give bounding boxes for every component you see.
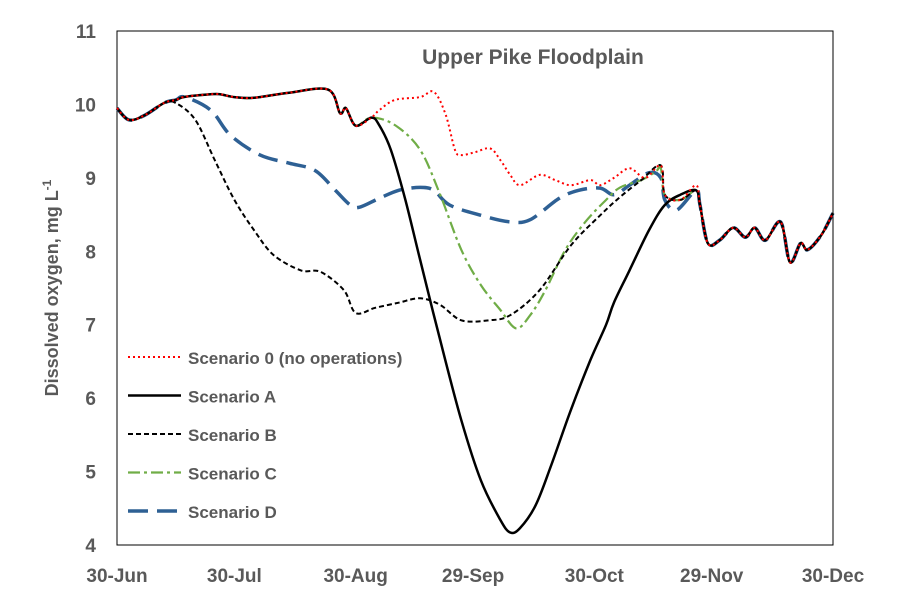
series-lines (115, 87, 835, 535)
y-axis: 4 5 6 7 8 9 10 11 (75, 22, 97, 557)
x-tick-label: 30-Oct (565, 566, 625, 587)
x-tick-label: 30-Jul (207, 566, 262, 587)
legend-label: Scenario A (188, 388, 276, 407)
y-tick-label: 8 (85, 242, 96, 263)
x-tick-label: 29-Sep (442, 566, 504, 587)
x-tick-label: 30-Dec (802, 566, 865, 587)
legend-label: Scenario D (188, 503, 277, 522)
plot-area (116, 30, 834, 546)
y-axis-label-superscript: -1 (40, 179, 54, 190)
y-tick-label: 4 (85, 536, 96, 557)
x-tick-label: 30-Aug (323, 566, 387, 587)
x-tick-label: 30-Jun (86, 566, 147, 587)
y-tick-label: 5 (85, 463, 96, 484)
series-line-scenario-0-no-operations (116, 87, 834, 264)
y-axis-label: Dissolved oxygen, mg L-1 (40, 179, 62, 396)
series-line-scenario-d (115, 94, 835, 265)
legend: Scenario 0 (no operations) Scenario A Scen… (128, 349, 402, 522)
x-tick-label: 29-Nov (680, 566, 744, 587)
y-tick-label: 9 (85, 169, 96, 190)
y-tick-label: 7 (85, 316, 96, 337)
y-tick-label: 11 (76, 22, 97, 43)
legend-label: Scenario B (188, 426, 277, 445)
legend-label: Scenario 0 (no operations) (188, 349, 402, 368)
chart-title: Upper Pike Floodplain (422, 46, 644, 69)
legend-label: Scenario C (188, 465, 277, 484)
y-tick-label: 10 (75, 95, 96, 116)
x-axis: 30-Jun 30-Jul 30-Aug 29-Sep 30-Oct 29-Nov 30-D… (86, 566, 864, 587)
y-tick-label: 6 (85, 389, 96, 410)
